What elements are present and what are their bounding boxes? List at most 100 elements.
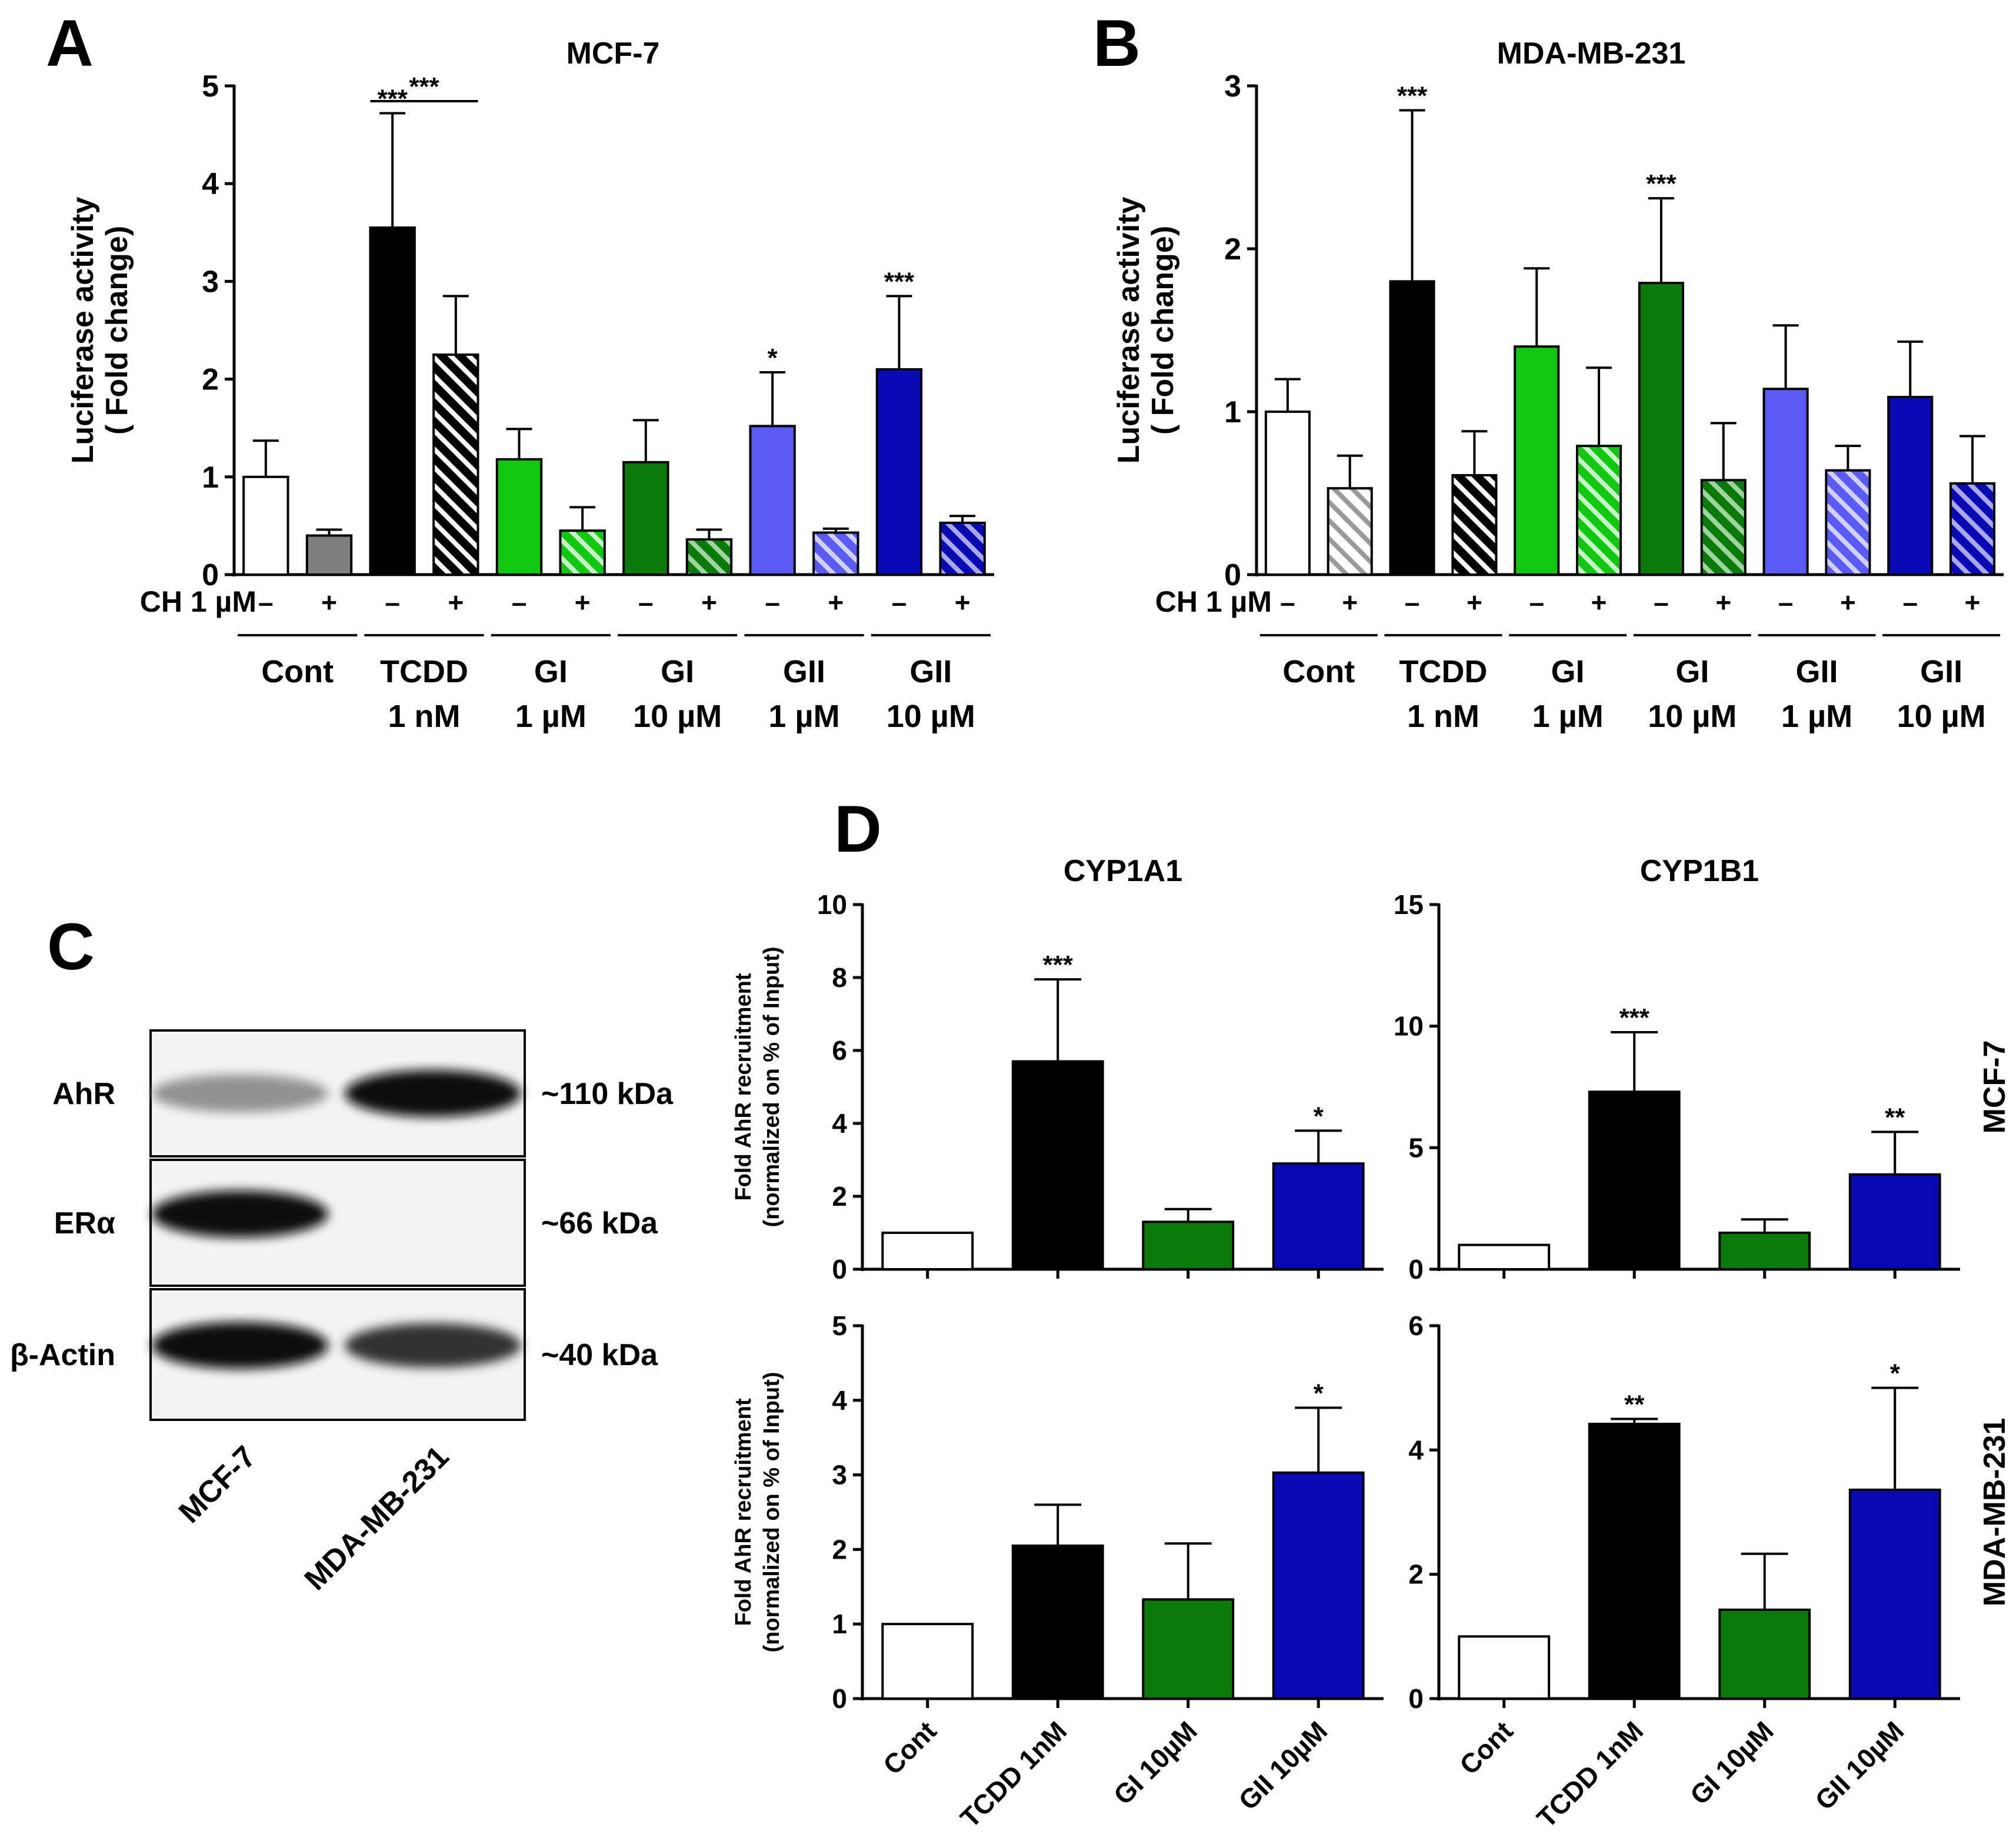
ch-sign: – [1654, 587, 1669, 618]
ch-sign: + [1342, 587, 1358, 618]
bar [1638, 282, 1684, 576]
group-dose-label: 1 µM [1532, 699, 1604, 734]
bar [1576, 445, 1622, 576]
bar [1588, 1090, 1681, 1271]
blot-band [345, 1070, 521, 1117]
ch-sign: + [1840, 587, 1856, 618]
y-tick-label: 0 [832, 1254, 847, 1285]
bar [1142, 1598, 1235, 1700]
significance-label: ** [1624, 1390, 1645, 1419]
group-label: GII [909, 654, 952, 689]
bar [685, 538, 733, 576]
ch-sign: + [575, 587, 591, 618]
significance-label: *** [1043, 950, 1074, 979]
significance-label: * [768, 343, 778, 372]
ch-sign: – [638, 587, 654, 618]
bar [875, 368, 923, 576]
group-label: GII [1920, 654, 1962, 689]
group-label: Cont [261, 654, 334, 689]
bar [1264, 411, 1311, 576]
y-tick-label: 4 [832, 1108, 847, 1139]
y-axis-label-line2: (normalized on % of Input) [759, 946, 784, 1227]
y-tick-label: 6 [832, 1035, 847, 1066]
y-axis-label-line1: Luciferase activity [66, 197, 100, 464]
x-tick-label: Cont [1454, 1715, 1519, 1780]
x-tick-label: TCDD 1nM [1531, 1715, 1649, 1833]
bar [1588, 1422, 1681, 1700]
blot-protein-label: AhR [52, 1077, 115, 1111]
chart-a-mcf7: MCF-7 0 1 2 3 4 5 Luciferase activity( Fold cha… [66, 36, 994, 734]
y-tick-label: 5 [832, 1310, 847, 1341]
ch-sign: + [1715, 587, 1731, 618]
blot-size-label: ~66 kDa [541, 1206, 658, 1240]
x-tick-label: Cont [877, 1715, 942, 1780]
ch-sign: + [1467, 587, 1482, 618]
blot-size-label: ~110 kDa [541, 1077, 674, 1111]
ch-sign: – [1405, 587, 1420, 618]
group-label: Cont [1282, 654, 1355, 689]
significance-label: *** [1397, 82, 1428, 111]
panel-letter-d: D [834, 792, 882, 866]
western-blot: AhR ~110 kDa ERα ~66 kDa β-Actin ~40 kDa MCF-7… [10, 1029, 674, 1597]
bar [812, 531, 859, 576]
bar [1142, 1220, 1235, 1270]
ch-sign: – [385, 587, 400, 618]
ch-sign: + [828, 587, 844, 618]
y-axis-label-line1: Luciferase activity [1112, 197, 1146, 464]
y-tick-label: 0 [1408, 1254, 1424, 1285]
blot-protein-label: β-Actin [10, 1338, 115, 1372]
y-tick-label: 2 [832, 1181, 847, 1212]
y-axis-label-line1: Fold AhR recruitment [731, 973, 756, 1200]
chart-title: CYP1A1 [1064, 854, 1182, 888]
ch-sign: + [448, 587, 464, 618]
bar [1762, 388, 1809, 576]
bar [1272, 1162, 1365, 1270]
significance-label: * [1314, 1379, 1324, 1407]
y-tick-label: 4 [202, 167, 219, 201]
y-tick-label: 8 [832, 962, 847, 993]
bar [1458, 1635, 1551, 1700]
ch-sign: – [1778, 587, 1794, 618]
ch-label: CH 1 µM [140, 585, 256, 618]
blot-size-label: ~40 kDa [541, 1338, 658, 1372]
group-label: TCDD [380, 654, 468, 689]
ch-label: CH 1 µM [1155, 585, 1272, 618]
y-tick-label: 10 [1394, 1011, 1424, 1042]
ch-sign: – [1280, 587, 1295, 618]
panel-letter-c: C [47, 910, 95, 983]
blot-band [152, 1074, 328, 1113]
ch-sign: + [1965, 587, 1981, 618]
chart-title: MCF-7 [566, 36, 660, 71]
y-tick-label: 4 [832, 1385, 847, 1416]
bar [749, 425, 796, 576]
y-axis-label-line1: Fold AhR recruitment [731, 1398, 756, 1626]
x-tick-label: GII 10µM [1232, 1715, 1333, 1816]
chart-title: MDA-MB-231 [1497, 36, 1686, 71]
ch-sign: + [1591, 587, 1607, 618]
ch-sign: + [955, 587, 971, 618]
chart-d-cyp1a1-mcf7: CYP1A1 0 2 4 6 8 10 Fold AhR recruitment (normal… [731, 854, 1384, 1285]
ch-sign: + [701, 587, 717, 618]
bar [1887, 396, 1934, 576]
bar [559, 529, 606, 576]
group-label: TCDD [1399, 654, 1488, 689]
ch-sign: – [765, 587, 780, 618]
ch-sign: – [1529, 587, 1544, 618]
bar [1272, 1471, 1365, 1700]
y-axis-label-line2: (normalized on % of Input) [759, 1372, 784, 1652]
blot-band [345, 1323, 521, 1368]
y-axis-label-line2: ( Fold change) [1146, 226, 1180, 435]
x-tick-label: GII 10µM [1809, 1715, 1909, 1816]
y-tick-label: 5 [1408, 1132, 1424, 1163]
y-tick-label: 2 [832, 1534, 847, 1565]
chart-d-cyp1a1-mda-mb-231: 0 1 2 3 4 5 Fold AhR recruitment (normalized on… [731, 1310, 1384, 1834]
group-label: GI [661, 654, 694, 689]
significance-label: *** [377, 85, 408, 114]
panel-letter-b: B [1093, 6, 1141, 80]
panel-letter-a: A [46, 6, 94, 80]
bar [495, 458, 543, 576]
significance-label: *** [884, 267, 915, 296]
bar [305, 534, 353, 576]
cell-line-label: MDA-MB-231 [1978, 1418, 2012, 1607]
